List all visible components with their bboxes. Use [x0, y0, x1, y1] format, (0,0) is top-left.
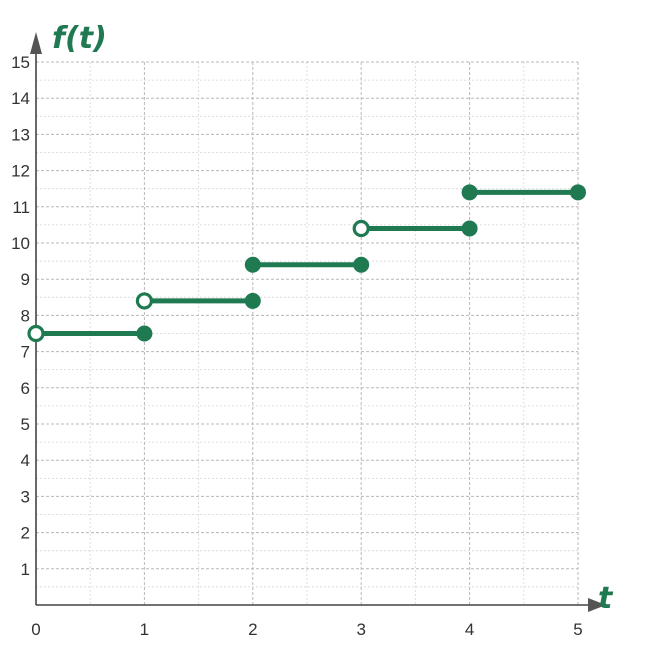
y-tick-label: 12	[11, 162, 30, 181]
y-axis-label: f(t)	[52, 21, 107, 56]
y-tick-label: 1	[21, 560, 30, 579]
step-segments	[27, 184, 586, 343]
closed-endpoint	[136, 325, 153, 342]
y-tick-label: 14	[11, 89, 30, 108]
closed-endpoint	[461, 184, 478, 201]
x-tick-label: 3	[356, 620, 365, 639]
y-tick-label: 7	[21, 343, 30, 362]
open-endpoint	[27, 324, 45, 343]
closed-endpoint	[244, 292, 261, 309]
x-tick-label: 1	[140, 620, 149, 639]
x-tick-label: 2	[248, 620, 257, 639]
y-tick-label: 4	[21, 451, 30, 470]
closed-endpoint	[570, 184, 586, 201]
y-tick-label: 5	[21, 415, 30, 434]
open-endpoint	[352, 219, 370, 238]
y-tick-label: 15	[11, 53, 30, 72]
y-tick-label: 6	[21, 379, 30, 398]
closed-endpoint	[353, 256, 370, 273]
y-tick-label: 13	[11, 125, 30, 144]
axes	[30, 32, 606, 612]
x-tick-label: 0	[31, 620, 40, 639]
open-endpoint	[135, 292, 153, 310]
x-axis-arrow-icon	[588, 598, 606, 612]
y-axis-arrow-icon	[30, 32, 42, 54]
y-tick-label: 10	[11, 234, 30, 253]
y-tick-label: 2	[21, 524, 30, 543]
closed-endpoint	[244, 256, 261, 273]
y-tick-label: 3	[21, 487, 30, 506]
x-tick-label: 4	[465, 620, 474, 639]
x-axis-label: t	[598, 581, 614, 616]
y-tick-label: 8	[21, 306, 30, 325]
y-tick-label: 11	[12, 198, 30, 217]
y-tick-label: 9	[21, 270, 30, 289]
grid-lines	[36, 61, 579, 605]
x-tick-label: 5	[573, 620, 582, 639]
closed-endpoint	[461, 220, 478, 237]
